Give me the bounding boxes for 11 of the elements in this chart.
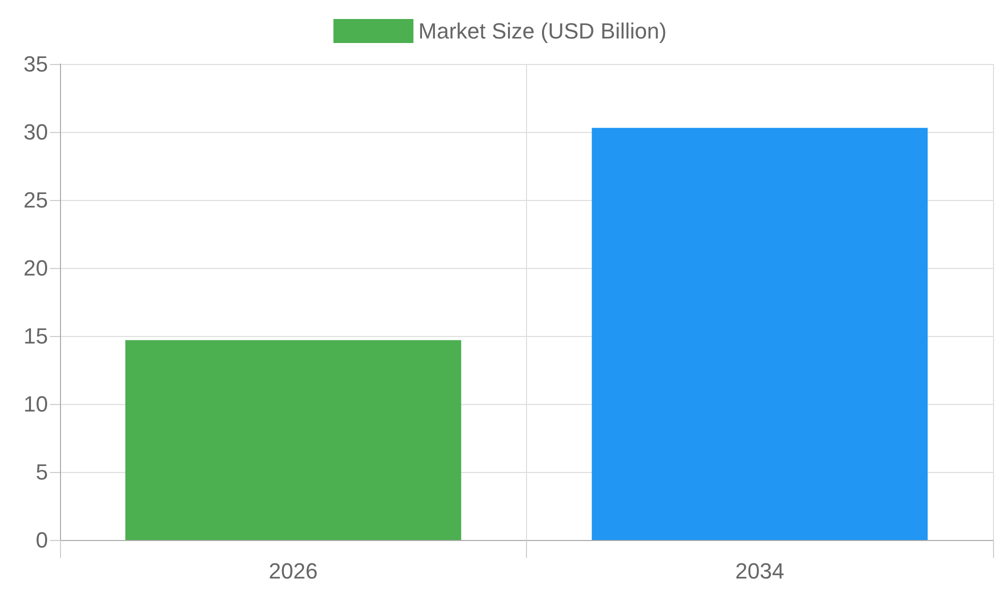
- y-tick-label: 5: [36, 460, 48, 484]
- y-tick-label: 25: [24, 188, 48, 212]
- y-tick-label: 20: [24, 256, 48, 280]
- x-tick-label: 2026: [268, 558, 318, 584]
- y-tick-label: 30: [24, 120, 48, 144]
- y-tick-label: 0: [36, 528, 48, 552]
- y-tick-label: 10: [24, 392, 48, 416]
- y-tick-label: 35: [24, 52, 48, 76]
- legend-label: Market Size (USD Billion): [418, 18, 667, 44]
- y-tick-label: 15: [24, 324, 48, 348]
- x-tick-label: 2034: [735, 558, 784, 584]
